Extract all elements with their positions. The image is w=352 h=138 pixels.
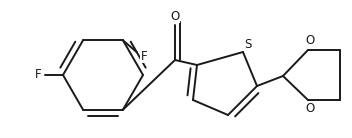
Text: O: O: [170, 10, 180, 22]
Text: O: O: [306, 34, 315, 47]
Text: S: S: [244, 38, 252, 51]
Text: O: O: [306, 103, 315, 116]
Text: F: F: [35, 68, 41, 82]
Text: F: F: [141, 50, 147, 63]
